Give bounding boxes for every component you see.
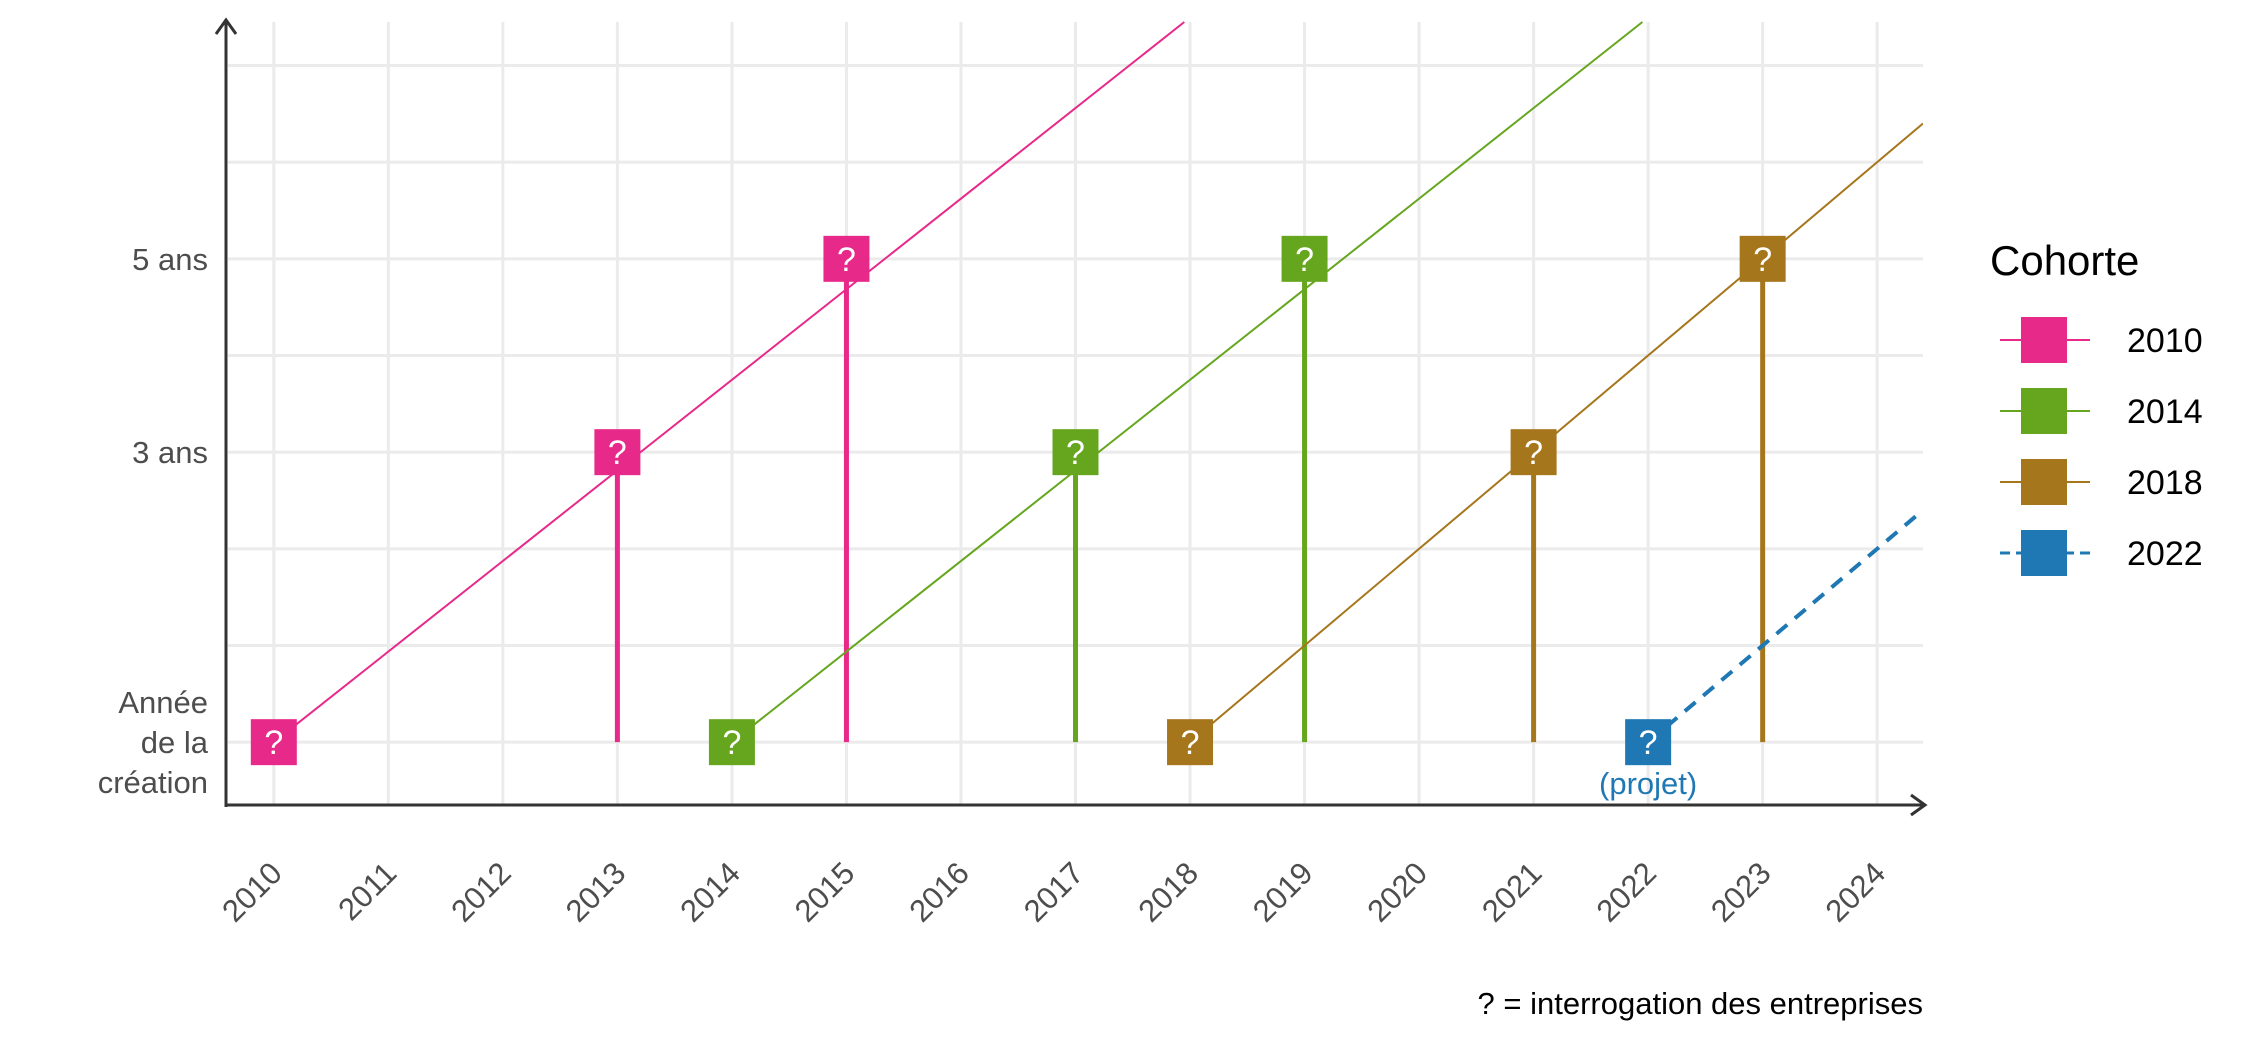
legend-key-marker-2010	[2021, 317, 2067, 363]
x-tick-label-2024: 2024	[1819, 855, 1893, 929]
survey-marker-symbol: ?	[1524, 434, 1543, 472]
legend-label-2018: 2018	[2127, 464, 2203, 502]
survey-marker-symbol: ?	[1066, 434, 1085, 472]
x-tick-label-2019: 2019	[1246, 855, 1320, 929]
y-tick-label-creation: Année	[118, 685, 208, 720]
x-tick-label-2012: 2012	[444, 855, 518, 929]
x-tick-label-2020: 2020	[1361, 855, 1435, 929]
survey-marker-symbol: ?	[1639, 724, 1658, 762]
y-tick-label-creation: de la	[141, 725, 209, 760]
x-tick-label-2010: 2010	[215, 855, 289, 929]
survey-marker-2022-2022	[1625, 719, 1672, 766]
x-tick-label-2013: 2013	[559, 855, 633, 929]
caption: ? = interrogation des entreprises	[1478, 986, 1923, 1021]
axes	[214, 17, 1928, 817]
legend-key-marker-2018	[2021, 459, 2067, 505]
y-axis-arrow	[214, 17, 238, 35]
axis-labels: 2010 2011 2012 2013 2014 2015 2016 2017 2018 2019…	[98, 242, 1892, 929]
survey-marker-symbol: ?	[608, 434, 627, 472]
x-tick-label-2021: 2021	[1475, 855, 1549, 929]
survey-marker-2018-2021	[1510, 429, 1557, 476]
legend-label-2014: 2014	[2127, 393, 2203, 431]
survey-marker-2018-2023	[1739, 235, 1786, 282]
survey-marker-symbol: ?	[837, 241, 856, 279]
survey-markers: ?????????? (projet)	[250, 235, 1786, 801]
legend-key-marker-2022	[2021, 530, 2067, 576]
cohort-line-2010	[273, 21, 1185, 743]
survey-marker-2010-2013	[594, 429, 641, 476]
x-tick-label-2022: 2022	[1590, 855, 1664, 929]
survey-marker-symbol: ?	[722, 724, 741, 762]
x-tick-label-2023: 2023	[1704, 855, 1778, 929]
survey-marker-2010-2015	[823, 235, 870, 282]
survey-marker-2014-2017	[1052, 429, 1099, 476]
y-tick-label-creation: création	[98, 765, 208, 800]
legend-title: Cohorte	[1990, 237, 2139, 284]
survey-marker-2014-2019	[1281, 235, 1328, 282]
survey-marker-2018-2018	[1167, 719, 1214, 766]
survey-marker-2010-2010	[250, 719, 297, 766]
series-lines	[273, 21, 1923, 744]
projection-note: (projet)	[1599, 766, 1697, 801]
x-tick-label-2011: 2011	[331, 855, 403, 927]
cohort-line-2022	[1646, 508, 1923, 744]
survey-marker-symbol: ?	[1295, 241, 1314, 279]
x-tick-label-2015: 2015	[788, 855, 862, 929]
legend-key-marker-2014	[2021, 388, 2067, 434]
survey-marker-symbol: ?	[264, 724, 283, 762]
y-tick-label-5: 5 ans	[132, 242, 208, 277]
x-axis-arrow	[1910, 793, 1928, 817]
x-tick-label-2018: 2018	[1131, 855, 1205, 929]
y-tick-label-3: 3 ans	[132, 435, 208, 470]
survey-marker-symbol: ?	[1753, 241, 1772, 279]
cohort-line-2014	[731, 21, 1644, 743]
legend-label-2022: 2022	[2127, 535, 2203, 573]
legend: Cohorte 2010 2014 2018 2022	[1990, 237, 2203, 576]
x-tick-label-2014: 2014	[673, 855, 747, 929]
survey-marker-2014-2014	[708, 719, 755, 766]
legend-label-2010: 2010	[2127, 322, 2203, 360]
survey-marker-symbol: ?	[1181, 724, 1200, 762]
x-tick-label-2017: 2017	[1017, 855, 1091, 929]
x-tick-label-2016: 2016	[902, 855, 976, 929]
